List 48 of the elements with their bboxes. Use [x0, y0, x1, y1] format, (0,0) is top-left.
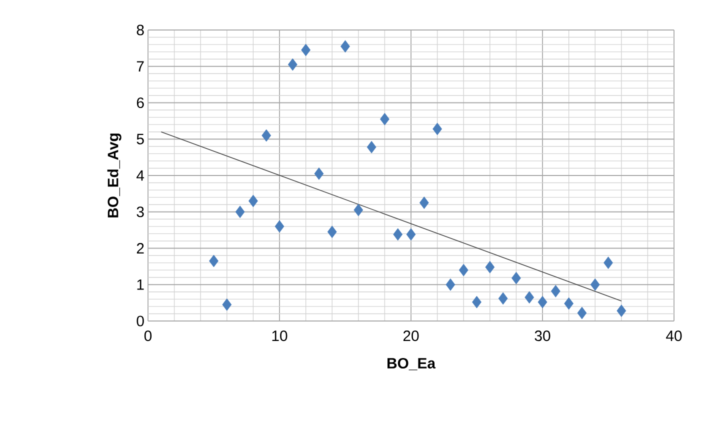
point	[432, 122, 442, 136]
point	[564, 297, 574, 310]
y-tick-label: 4	[136, 170, 144, 181]
point	[446, 278, 456, 291]
point	[366, 140, 376, 154]
point	[209, 254, 218, 268]
point	[262, 129, 272, 142]
x-axis-title: BO_Ea	[388, 358, 436, 370]
y-axis-title: BO_Ed_Avg	[107, 134, 122, 218]
y-tick-label: 7	[136, 61, 144, 72]
point	[288, 58, 298, 71]
point	[419, 196, 429, 209]
point	[577, 306, 587, 320]
point	[301, 44, 311, 56]
y-tick-label: 5	[136, 134, 144, 144]
point	[380, 112, 390, 126]
point	[512, 272, 521, 284]
y-tick-label: 6	[136, 97, 144, 108]
x-tick-label: 20	[403, 330, 419, 342]
point	[538, 296, 548, 308]
y-tick-label: 1	[137, 279, 144, 290]
y-tick-label: 2	[136, 243, 144, 254]
point	[314, 167, 324, 180]
point	[248, 194, 258, 208]
point	[327, 226, 337, 238]
point	[472, 296, 482, 308]
x-tick-label: 10	[272, 330, 288, 342]
point	[590, 278, 600, 291]
point	[458, 264, 468, 276]
point	[616, 304, 626, 318]
point	[274, 220, 284, 233]
x-tick-label: 40	[666, 330, 682, 342]
point	[485, 260, 495, 274]
point	[498, 292, 508, 305]
y-tick-label: 8	[136, 24, 144, 36]
point	[393, 228, 403, 241]
y-tick-label: 3	[136, 206, 144, 218]
point	[235, 206, 245, 218]
point	[550, 284, 560, 298]
point	[222, 298, 232, 311]
x-tick-label: 30	[534, 330, 550, 342]
point	[406, 228, 416, 241]
y-tick-label: 0	[136, 316, 144, 326]
x-tick-label: 0	[144, 330, 152, 342]
point	[340, 40, 350, 53]
point	[524, 291, 534, 304]
point	[604, 256, 613, 269]
point	[354, 204, 364, 216]
